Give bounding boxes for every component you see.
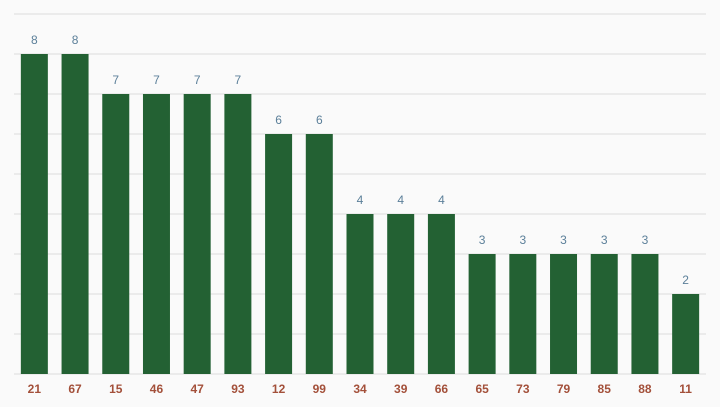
bar: [509, 254, 537, 374]
bar: [305, 134, 333, 374]
bar: [468, 254, 496, 374]
value-label: 3: [560, 233, 567, 247]
bar: [427, 214, 455, 374]
value-label: 3: [601, 233, 608, 247]
x-tick-label: 85: [598, 382, 612, 396]
value-label: 7: [112, 73, 119, 87]
bar: [550, 254, 578, 374]
value-label: 8: [72, 33, 79, 47]
x-tick-label: 73: [516, 382, 530, 396]
bar: [387, 214, 415, 374]
x-tick-label: 21: [28, 382, 42, 396]
bar: [102, 94, 130, 374]
value-label: 4: [438, 193, 445, 207]
bar: [265, 134, 293, 374]
bar: [20, 54, 48, 374]
value-label: 4: [357, 193, 364, 207]
x-tick-label: 99: [313, 382, 327, 396]
bar: [672, 294, 700, 374]
bar: [142, 94, 170, 374]
value-label: 7: [153, 73, 160, 87]
bar: [224, 94, 252, 374]
x-tick-label: 12: [272, 382, 286, 396]
x-tick-label: 34: [353, 382, 367, 396]
x-tick-label: 65: [475, 382, 489, 396]
bar: [61, 54, 89, 374]
x-tick-label: 79: [557, 382, 571, 396]
bar: [631, 254, 659, 374]
x-tick-label: 15: [109, 382, 123, 396]
value-label: 2: [682, 273, 689, 287]
x-tick-label: 67: [68, 382, 82, 396]
x-tick-label: 88: [638, 382, 652, 396]
bar: [183, 94, 211, 374]
value-label: 3: [479, 233, 486, 247]
value-label: 6: [275, 113, 282, 127]
bar: [346, 214, 374, 374]
value-label: 6: [316, 113, 323, 127]
value-label: 3: [519, 233, 526, 247]
x-tick-label: 46: [150, 382, 164, 396]
x-tick-label: 66: [435, 382, 449, 396]
value-label: 7: [235, 73, 242, 87]
value-label: 4: [397, 193, 404, 207]
value-label: 8: [31, 33, 38, 47]
x-tick-label: 39: [394, 382, 408, 396]
x-tick-label: 93: [231, 382, 245, 396]
value-label: 3: [642, 233, 649, 247]
bar: [590, 254, 618, 374]
x-tick-label: 47: [190, 382, 204, 396]
x-tick-label: 11: [679, 382, 692, 396]
value-label: 7: [194, 73, 201, 87]
